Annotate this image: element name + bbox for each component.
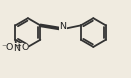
Text: ⁻O: ⁻O bbox=[1, 43, 13, 52]
Text: +: + bbox=[16, 43, 22, 49]
Text: O: O bbox=[22, 43, 29, 52]
Text: N: N bbox=[60, 22, 67, 31]
Text: N: N bbox=[13, 44, 20, 53]
